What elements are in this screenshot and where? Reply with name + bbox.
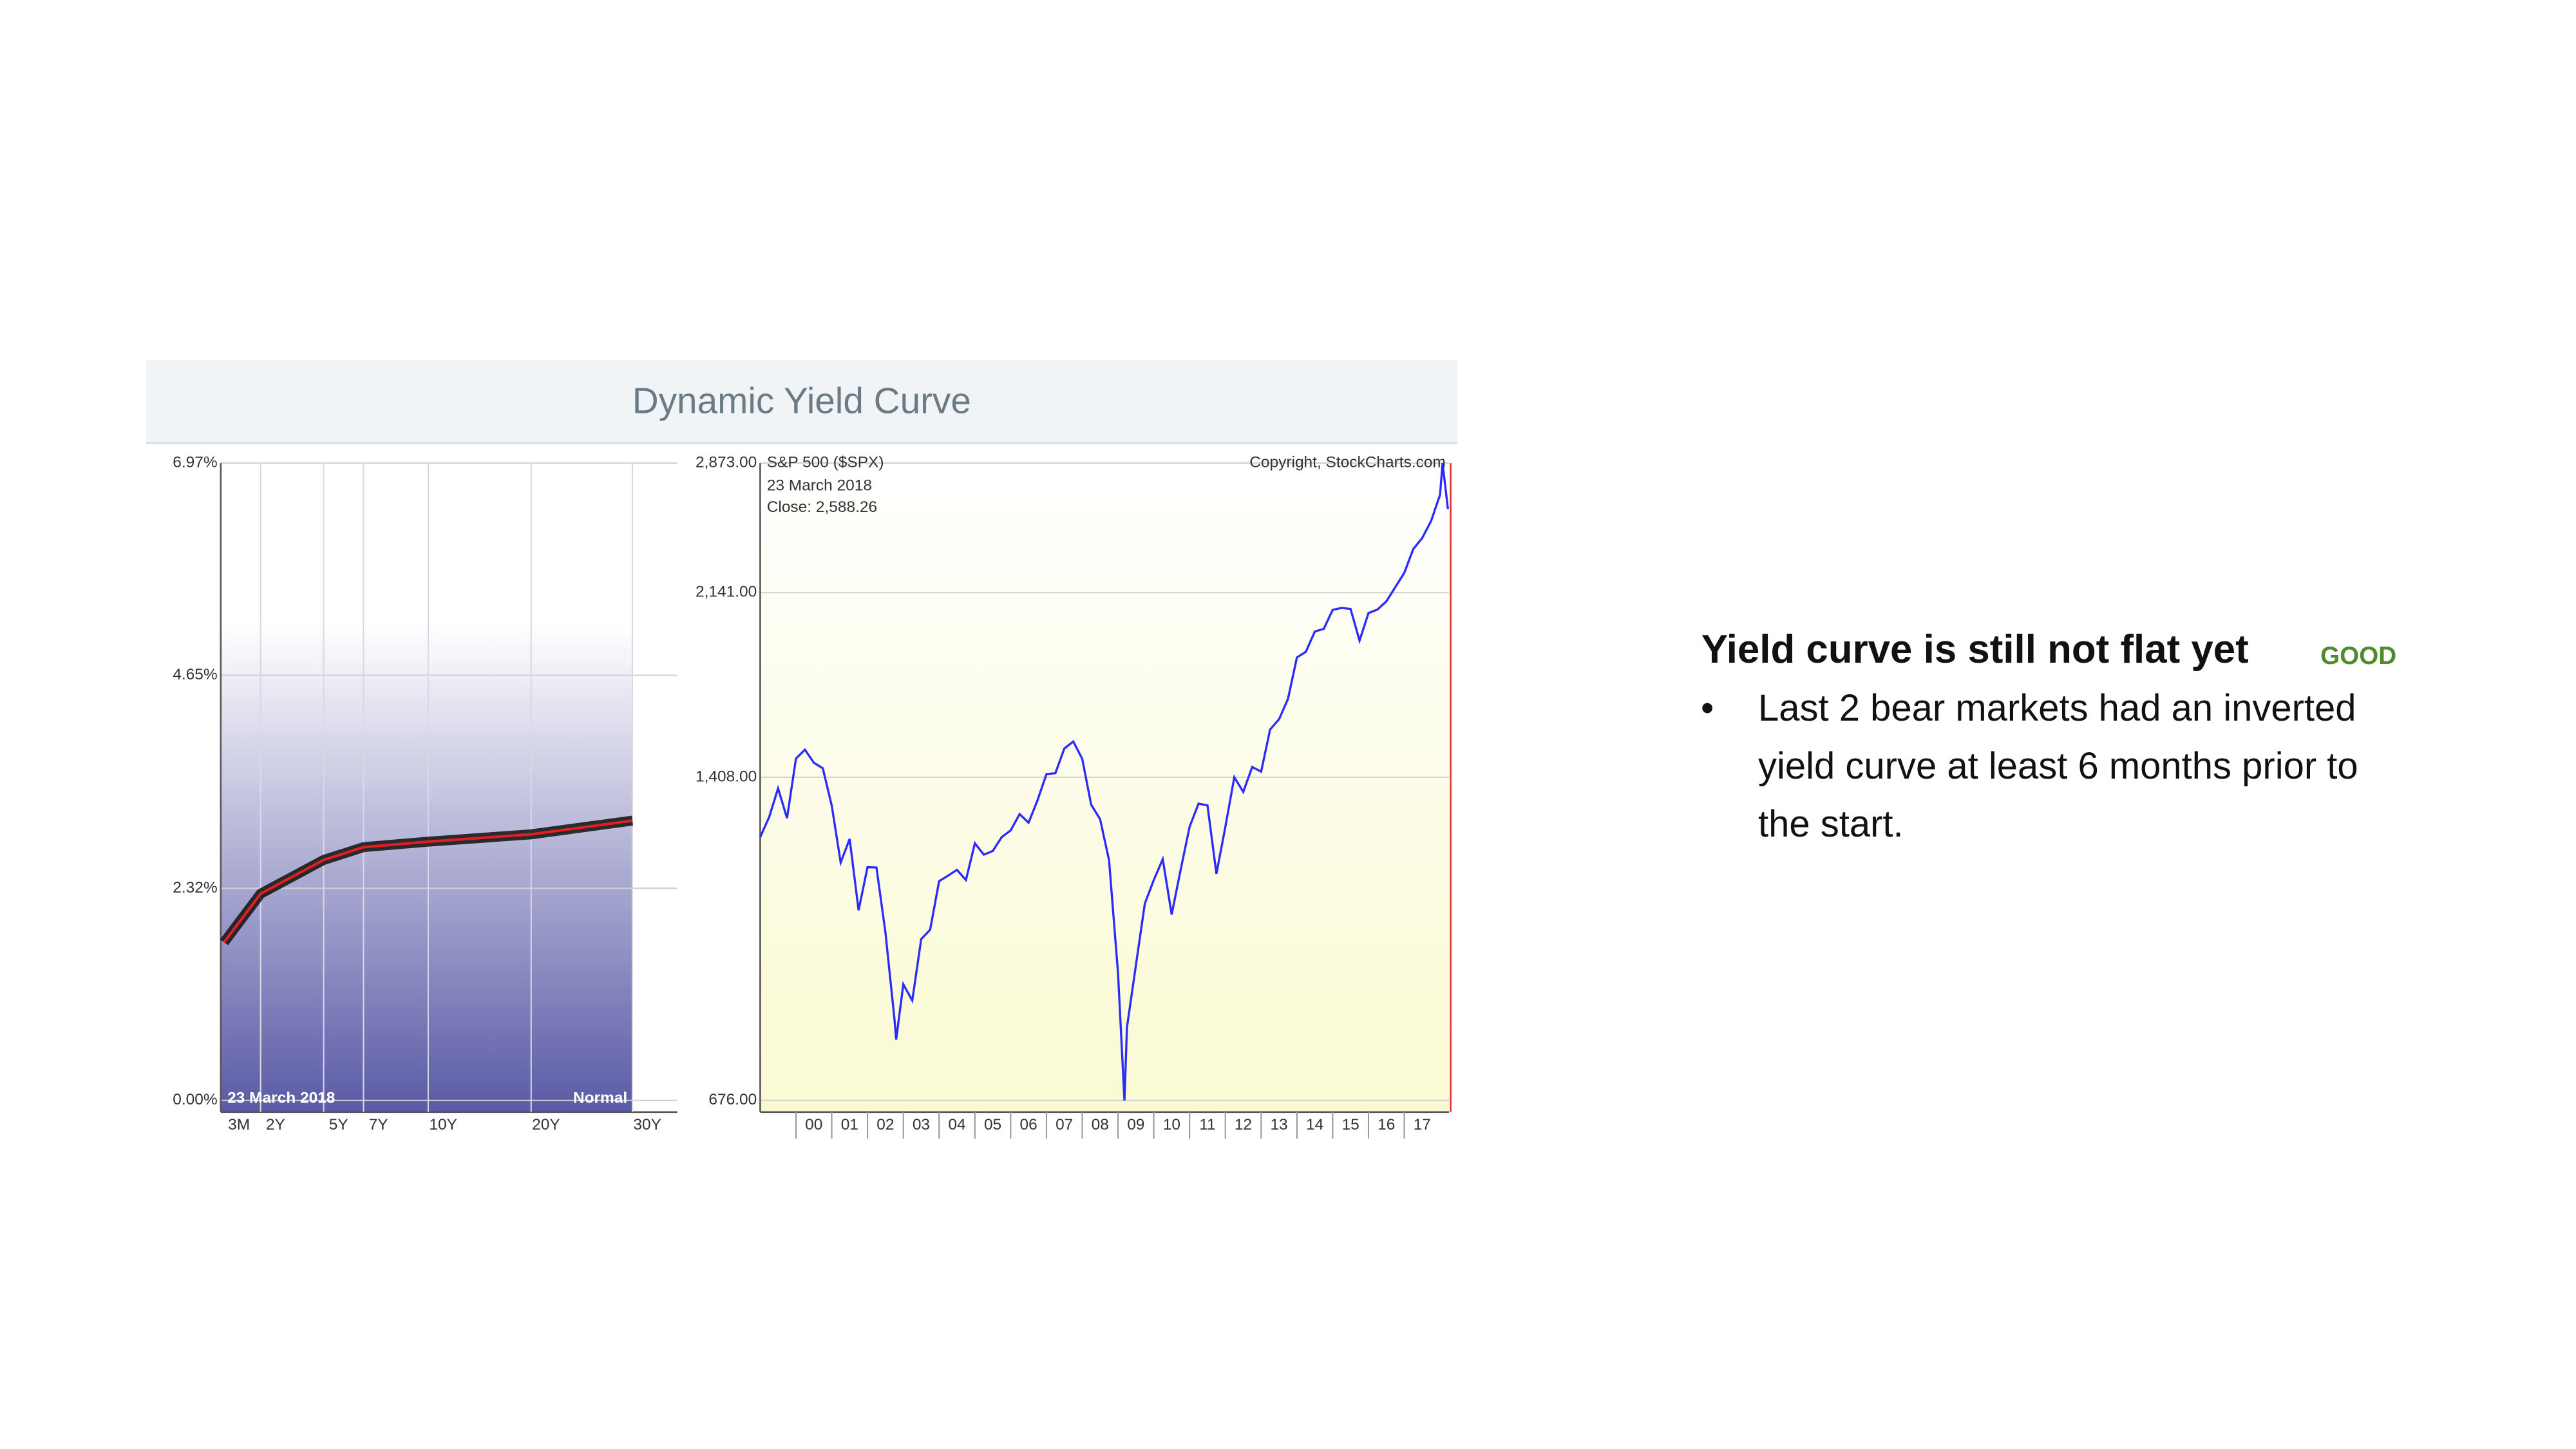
x-tick-label: 13: [1270, 1116, 1287, 1133]
x-tick-label: 2Y: [266, 1116, 285, 1133]
x-tick-label: 02: [876, 1116, 894, 1133]
x-tick-label: 15: [1342, 1116, 1359, 1133]
x-tick-label: 10: [1163, 1116, 1180, 1133]
x-tick-label: 5Y: [329, 1116, 348, 1133]
panel-title: Dynamic Yield Curve: [632, 381, 971, 421]
bullet-text: Last 2 bear markets had an inverted yiel…: [1758, 687, 2358, 845]
x-tick-label: 10Y: [429, 1116, 457, 1133]
y-tick-label: 2,873.00: [696, 454, 757, 471]
slide-heading: Yield curve is still not flat yet: [1701, 627, 2249, 672]
x-tick-label: 03: [913, 1116, 930, 1133]
y-tick-label: 676.00: [708, 1091, 757, 1108]
x-tick-label: 11: [1199, 1116, 1215, 1133]
status-tag: GOOD: [2320, 642, 2396, 670]
yield-plot-bg: [220, 463, 632, 1112]
y-tick-label: 6.97%: [173, 454, 217, 471]
x-tick-label: 7Y: [369, 1116, 388, 1133]
x-tick-label: 07: [1056, 1116, 1073, 1133]
date-annotation: 23 March 2018: [227, 1090, 335, 1107]
panel-header: [146, 360, 1457, 444]
close-annotation: Close: 2,588.26: [767, 498, 877, 516]
shape-annotation: Normal: [573, 1090, 627, 1107]
x-tick-label: 16: [1378, 1116, 1395, 1133]
source-note: Copyright, StockCharts.com: [1249, 454, 1446, 471]
x-tick-label: 30Y: [633, 1116, 661, 1133]
y-tick-label: 0.00%: [173, 1091, 217, 1108]
x-tick-label: 05: [984, 1116, 1001, 1133]
x-tick-label: 09: [1127, 1116, 1144, 1133]
y-tick-label: 2.32%: [173, 879, 217, 896]
y-tick-label: 1,408.00: [696, 768, 757, 785]
x-tick-label: 04: [948, 1116, 965, 1133]
y-tick-label: 4.65%: [173, 666, 217, 683]
x-tick-label: 14: [1306, 1116, 1323, 1133]
x-tick-label: 00: [805, 1116, 822, 1133]
x-tick-label: 01: [841, 1116, 858, 1133]
x-tick-label: 06: [1020, 1116, 1037, 1133]
x-tick-label: 12: [1235, 1116, 1252, 1133]
x-tick-label: 3M: [228, 1116, 250, 1133]
x-tick-label: 20Y: [532, 1116, 560, 1133]
series-title: S&P 500 ($SPX): [767, 454, 884, 471]
bullet-dot: •: [1701, 687, 1714, 729]
spx-plot-bg: [760, 463, 1449, 1112]
date-annotation: 23 March 2018: [767, 477, 872, 495]
price-line: [759, 462, 1449, 1101]
x-tick-label: 08: [1092, 1116, 1109, 1133]
x-tick-label: 17: [1414, 1116, 1431, 1133]
y-tick-label: 2,141.00: [696, 583, 757, 601]
yield-curve: [223, 819, 633, 943]
